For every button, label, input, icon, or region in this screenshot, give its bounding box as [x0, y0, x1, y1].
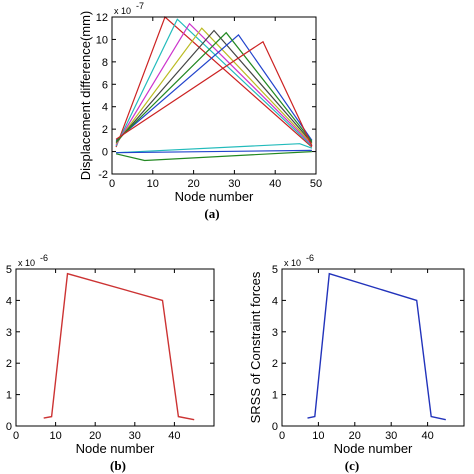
x-tick-label: 10: [147, 178, 159, 190]
y-tick-label: 2: [272, 358, 278, 370]
y-tick-label: 8: [102, 57, 108, 69]
y-tick-label: 1: [6, 390, 12, 402]
y-tick-label: 10: [96, 34, 108, 46]
series-line-0-8: [116, 143, 313, 154]
y-exponent-power: -6: [306, 253, 314, 263]
y-tick-label: 5: [6, 264, 12, 276]
y-tick-label: 3: [272, 327, 278, 339]
caption-b: (b): [110, 458, 126, 473]
series-line-0-10: [116, 149, 312, 154]
series-line-0-7: [115, 40, 313, 147]
y-tick-label: 6: [102, 79, 108, 91]
x-tick-label: 20: [349, 430, 361, 442]
x-tick-label: 0: [13, 430, 19, 442]
x-tick-label: 40: [269, 178, 281, 190]
x-tick-label: 0: [279, 430, 285, 442]
series-line-1-0: [43, 272, 195, 421]
y-exponent-label: x 10: [18, 258, 35, 268]
x-tick-label: 30: [228, 178, 240, 190]
y-tick-label: 0: [102, 147, 108, 159]
x-axis-label: Node number: [76, 441, 155, 456]
y-tick-label: 4: [272, 295, 278, 307]
x-tick-label: 0: [109, 178, 115, 190]
series-line-0-1: [115, 18, 313, 147]
y-axis-label: SRSS of Constraint forces: [248, 271, 263, 423]
series-line-0-6: [115, 31, 313, 142]
series-line-0-5: [115, 34, 313, 141]
series-line-0-4: [115, 29, 313, 143]
x-tick-label: 20: [187, 178, 199, 190]
y-exponent-power: -6: [40, 253, 48, 263]
series-line-2-0: [307, 272, 446, 421]
y-tick-label: 2: [6, 358, 12, 370]
caption-c: (c): [345, 458, 359, 473]
y-tick-label: 12: [96, 12, 108, 24]
x-axis-label: Node number: [334, 441, 413, 456]
x-tick-label: 20: [89, 430, 101, 442]
x-tick-label: 40: [421, 430, 433, 442]
y-tick-label: 0: [272, 421, 278, 433]
x-tick-label: 10: [49, 430, 61, 442]
plot-frame: [281, 268, 465, 427]
y-tick-label: 0: [6, 421, 12, 433]
y-tick-label: -2: [98, 169, 108, 181]
y-exponent-power: -7: [136, 1, 144, 11]
chart-panel-c: 0 10 20 30 40 0 1 2 3 4 5 x 10 -6 Node number SRSS of …: [248, 253, 465, 456]
y-exponent-label: x 10: [114, 6, 131, 16]
y-tick-label: 4: [6, 295, 12, 307]
chart-panel-b: 0 10 20 30 40 0 1 2 3 4 5 x 10 -6 Node number: [6, 253, 215, 456]
x-tick-label: 40: [168, 430, 180, 442]
x-tick-label: 50: [310, 178, 322, 190]
series-line-0-3: [115, 27, 313, 145]
plot-frame: [111, 16, 317, 175]
y-exponent-label: x 10: [284, 258, 301, 268]
y-tick-label: 1: [272, 390, 278, 402]
y-tick-label: 3: [6, 327, 12, 339]
y-axis-label: Displacement difference(mm): [78, 11, 93, 181]
y-tick-label: 2: [102, 124, 108, 136]
x-tick-label: 10: [312, 430, 324, 442]
x-tick-label: 30: [129, 430, 141, 442]
y-tick-label: 4: [102, 102, 108, 114]
x-axis-label: Node number: [175, 189, 254, 204]
series-line-0-9: [115, 151, 312, 162]
x-tick-label: 30: [385, 430, 397, 442]
plot-frame: [15, 268, 215, 427]
caption-a: (a): [204, 206, 219, 221]
series-line-0-2: [115, 22, 313, 146]
y-tick-label: 5: [272, 264, 278, 276]
